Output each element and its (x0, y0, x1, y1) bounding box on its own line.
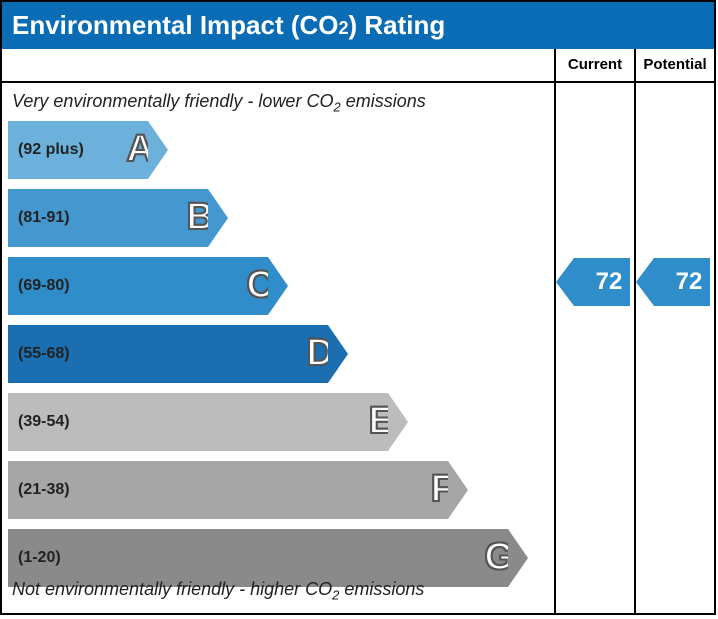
band-arrow-icon (448, 461, 468, 519)
band-bar: (69-80)C (8, 257, 268, 315)
title-pre: Environmental Impact (CO (12, 10, 339, 40)
band-arrow-icon (508, 529, 528, 587)
bands-column: Very environmentally friendly - lower CO… (2, 83, 554, 613)
potential-pointer: 72 (654, 258, 710, 306)
current-column: 72 (554, 83, 634, 613)
band-arrow-icon (268, 257, 288, 315)
chart-title: Environmental Impact (CO2) Rating (2, 2, 714, 49)
band-range-label: (39-54) (8, 413, 70, 431)
band-range-label: (92 plus) (8, 141, 84, 159)
band-b: (81-91)B (8, 189, 554, 247)
bands-host: (92 plus)A (81-91)B (69-80)C (55-68)D (39-54… (8, 121, 554, 587)
band-a: (92 plus)A (8, 121, 554, 179)
band-e: (39-54)E (8, 393, 554, 451)
band-range-label: (69-80) (8, 277, 70, 295)
band-bar: (55-68)D (8, 325, 328, 383)
note-bottom: Not environmentally friendly - higher CO… (8, 577, 428, 609)
band-d: (55-68)D (8, 325, 554, 383)
title-sub: 2 (339, 18, 349, 38)
band-c: (69-80)C (8, 257, 554, 315)
band-arrow-icon (148, 121, 168, 179)
current-pointer: 72 (574, 258, 630, 306)
header-potential: Potential (634, 49, 714, 81)
chart-body: Very environmentally friendly - lower CO… (2, 83, 714, 613)
band-arrow-icon (208, 189, 228, 247)
header-current: Current (554, 49, 634, 81)
band-f: (21-38)F (8, 461, 554, 519)
band-range-label: (55-68) (8, 345, 70, 363)
band-bar: (39-54)E (8, 393, 388, 451)
title-post: ) Rating (349, 10, 446, 40)
potential-column: 72 (634, 83, 714, 613)
header-spacer (2, 49, 554, 81)
band-arrow-icon (328, 325, 348, 383)
band-range-label: (1-20) (8, 549, 61, 567)
band-bar: (21-38)F (8, 461, 448, 519)
band-arrow-icon (388, 393, 408, 451)
band-bar: (81-91)B (8, 189, 208, 247)
band-range-label: (21-38) (8, 481, 70, 499)
band-bar: (92 plus)A (8, 121, 148, 179)
band-range-label: (81-91) (8, 209, 70, 227)
column-headers: Current Potential (2, 49, 714, 83)
note-top: Very environmentally friendly - lower CO… (8, 89, 554, 121)
epc-chart: Environmental Impact (CO2) Rating Curren… (0, 0, 716, 615)
